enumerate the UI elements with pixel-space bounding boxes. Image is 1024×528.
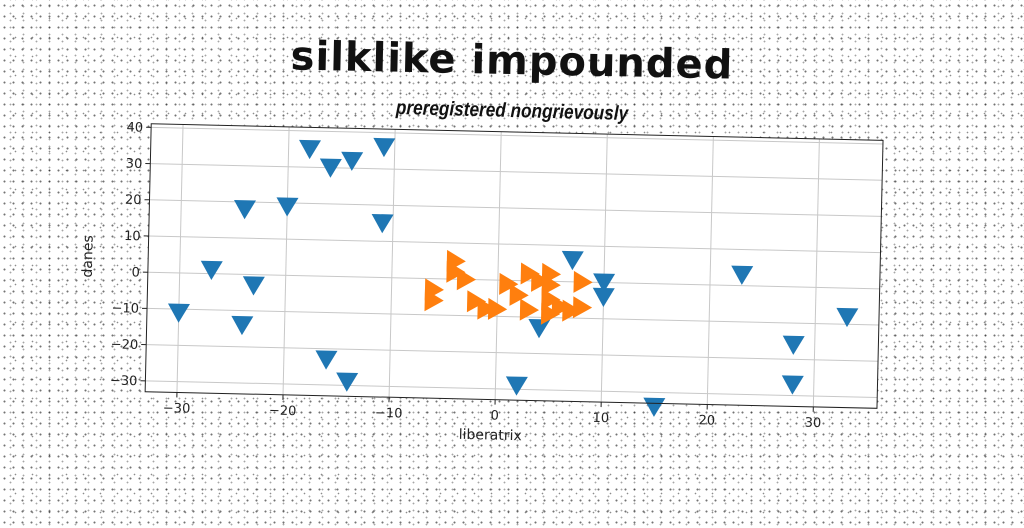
blue-triangle-marker xyxy=(643,398,665,417)
y-tick-label: −10 xyxy=(111,301,139,317)
x-tick-label: 0 xyxy=(490,409,499,424)
x-tick-label: −20 xyxy=(269,404,297,420)
y-tick-label: 20 xyxy=(125,193,142,208)
x-tick-label: −10 xyxy=(375,406,403,422)
y-axis-label: danes xyxy=(80,235,97,278)
x-tick-label: 10 xyxy=(592,411,609,426)
y-tick-label: 30 xyxy=(126,157,143,172)
y-tick-label: −30 xyxy=(110,374,138,390)
x-tick-label: −30 xyxy=(163,401,191,417)
y-tick-label: −20 xyxy=(111,337,139,353)
x-tick-label: 30 xyxy=(805,416,822,431)
x-axis-label: liberatrix xyxy=(459,427,522,444)
y-tick-label: 0 xyxy=(131,265,140,280)
x-tick-label: 20 xyxy=(698,413,715,428)
y-tick-label: 40 xyxy=(126,120,143,135)
y-tick-label: 10 xyxy=(124,229,141,244)
